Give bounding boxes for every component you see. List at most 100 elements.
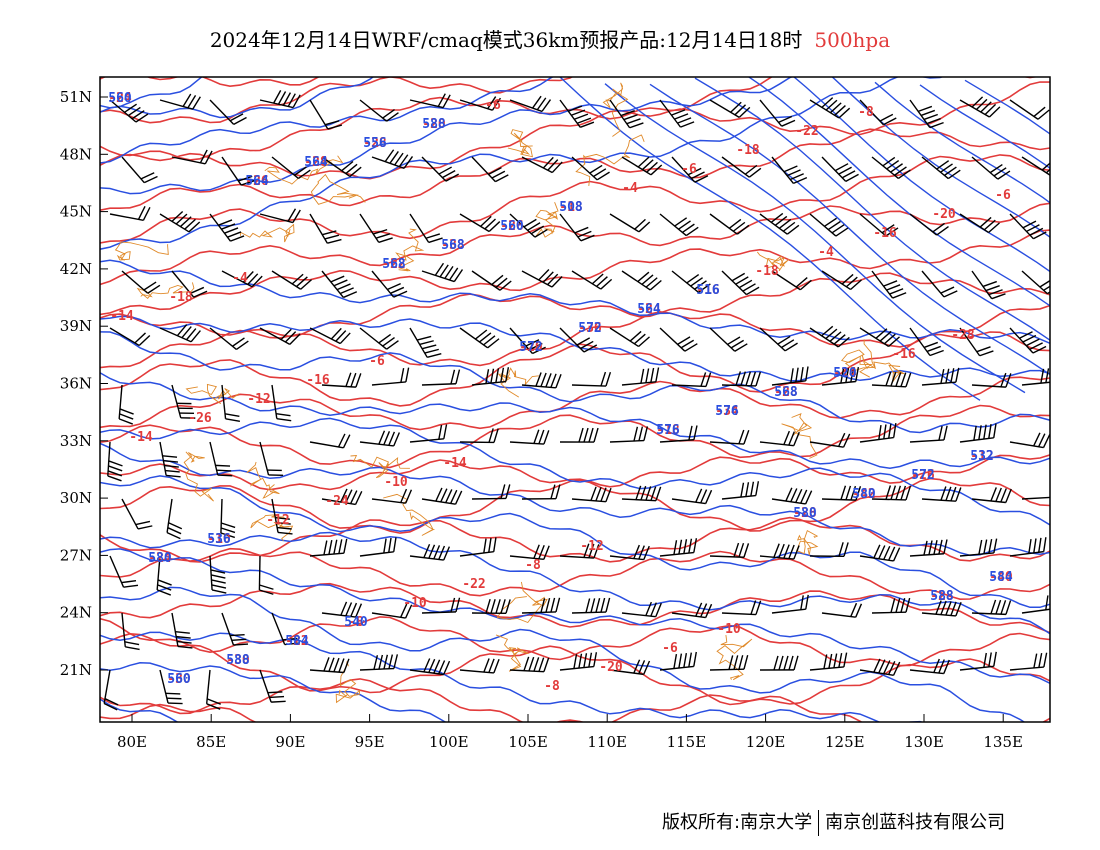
lon-tick-label: 115E <box>667 733 707 751</box>
wind-barb <box>721 371 762 387</box>
temperature-label: -28 <box>930 589 954 604</box>
height-label: 588 <box>930 589 954 604</box>
height-label: 540 <box>344 615 368 630</box>
temperature-label: -18 <box>736 143 760 158</box>
temperature-label: -38 <box>441 238 465 253</box>
wind-barb <box>959 96 1001 118</box>
wind-barb <box>109 555 139 588</box>
height-contour <box>649 83 1050 376</box>
wind-barb <box>671 488 713 505</box>
wind-barb <box>459 96 502 111</box>
height-contour <box>559 77 981 401</box>
wind-barb <box>871 156 911 179</box>
height-contour <box>919 84 1050 170</box>
temperature-label: -18 <box>755 264 779 279</box>
wind-barb <box>609 659 651 676</box>
temperature-label: -8 <box>348 615 364 630</box>
temperature-label: -20 <box>932 207 956 222</box>
contour-label-layer: -24 -26 -22 -20 -18 -28 -28 -30 -28 -38 -36 -34 -42 -… <box>108 91 1013 694</box>
wind-barb <box>671 602 713 619</box>
temperature-contour <box>100 547 1050 601</box>
temperature-label: -4 <box>232 271 248 286</box>
wind-barb <box>759 430 800 447</box>
wind-barb <box>721 481 760 500</box>
temperature-label: -12 <box>247 392 270 407</box>
temperature-label: -12 <box>580 539 603 554</box>
wind-barb <box>309 213 342 244</box>
height-contour <box>793 77 1050 273</box>
wind-barb <box>258 555 274 595</box>
height-label: 560 <box>167 672 191 687</box>
wind-barb <box>859 213 899 237</box>
wind-barb <box>159 669 183 705</box>
wind-barb <box>921 486 962 502</box>
wind-barb <box>971 156 1011 180</box>
temperature-label: -20 <box>599 660 623 675</box>
wind-barb <box>159 324 201 343</box>
height-label: 520 <box>833 366 857 381</box>
temperature-label: -6 <box>995 188 1011 203</box>
wind-barb <box>1009 213 1047 240</box>
wind-barb <box>409 543 451 561</box>
wind-barb <box>871 485 912 501</box>
wind-barb <box>409 327 442 359</box>
temperature-label: -34 <box>715 404 739 419</box>
wind-barb <box>721 600 762 616</box>
temperature-label: -30 <box>167 672 191 687</box>
wind-barb <box>821 485 862 501</box>
wind-barb <box>571 597 611 614</box>
wind-barb <box>759 543 800 560</box>
wind-barb <box>671 372 712 388</box>
lat-tick-label: 27N <box>60 546 92 564</box>
wind-barb <box>221 156 256 186</box>
wind-barb <box>321 270 358 299</box>
wind-barb <box>166 498 183 540</box>
wind-barb <box>1021 496 1050 500</box>
wind-barb <box>759 99 796 127</box>
temperature-contour <box>100 77 321 88</box>
boundary-line <box>395 228 425 272</box>
temperature-label: -6 <box>369 354 385 369</box>
boundary-line <box>246 461 280 499</box>
wind-barb <box>309 327 351 345</box>
wind-barb <box>1009 432 1050 449</box>
wind-barb <box>659 651 697 671</box>
wind-barb <box>209 213 245 242</box>
copyright-right: 南京创蓝科技有限公司 <box>825 812 1006 833</box>
height-contour <box>964 79 1050 135</box>
temperature-label: -42 <box>852 487 875 502</box>
map-frame <box>99 76 1051 723</box>
lon-tick-label: 135E <box>983 733 1023 751</box>
wind-barb <box>971 487 1012 504</box>
wind-barb <box>709 429 750 445</box>
height-label: 564 <box>637 302 661 317</box>
wind-barb <box>259 441 284 476</box>
wind-barb <box>921 270 958 298</box>
temperature-contour <box>100 632 1050 706</box>
wind-barb <box>459 537 497 557</box>
wind-barb <box>759 212 800 235</box>
wind-barb <box>471 156 509 183</box>
wind-barb <box>509 95 552 113</box>
temperature-label: -26 <box>188 411 212 426</box>
wind-barb <box>509 656 550 673</box>
wind-barb <box>221 270 263 288</box>
temperature-label: -28 <box>951 328 975 343</box>
temperature-label: -36 <box>578 321 602 336</box>
temperature-label: -16 <box>892 347 916 362</box>
wind-barb <box>759 327 798 352</box>
wind-barb <box>359 213 393 244</box>
temperature-label: -16 <box>873 226 897 241</box>
wind-barb <box>959 538 998 557</box>
temperature-label: -22 <box>795 124 818 139</box>
chart-title: 2024年12月14日WRF/cmaq模式36km预报产品:12月14日18时 5… <box>0 24 1100 53</box>
height-contour <box>100 77 375 119</box>
temperature-label: -10 <box>207 532 231 547</box>
wind-barb <box>959 651 997 671</box>
wind-barb <box>559 543 600 559</box>
boundary-line <box>264 155 344 185</box>
temperature-label: -26 <box>911 468 935 483</box>
wind-barb <box>921 600 962 617</box>
lat-tick-label: 39N <box>60 317 92 335</box>
wind-barb <box>809 542 849 558</box>
